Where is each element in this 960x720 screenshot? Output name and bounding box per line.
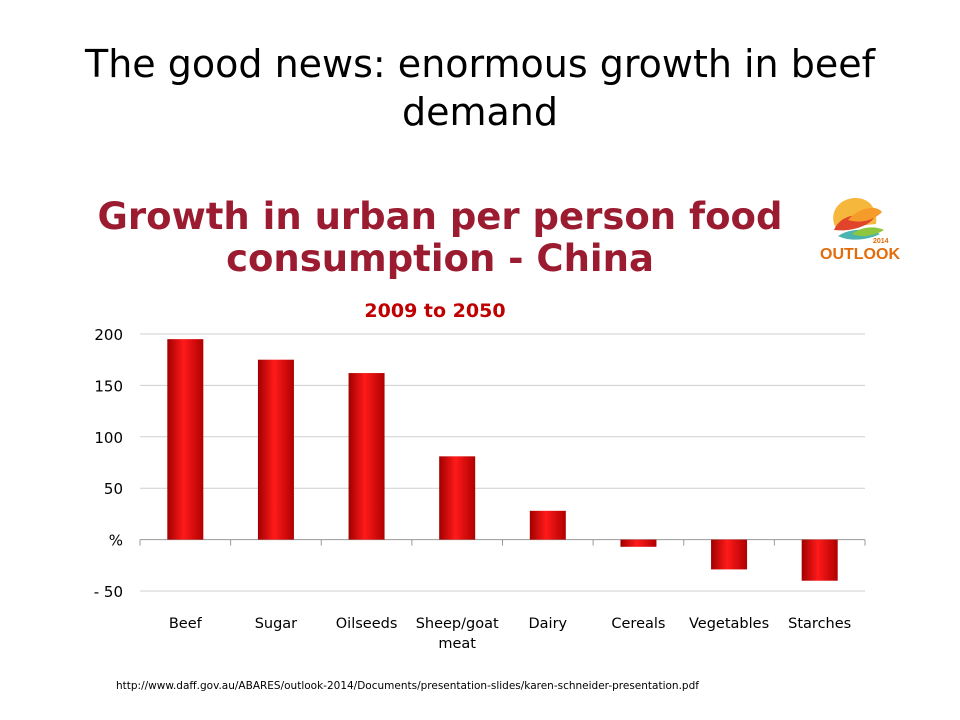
x-category-label: Sheep/goat meat <box>416 616 499 652</box>
chart-title: Growth in urban per person food consumpt… <box>97 195 783 280</box>
bar-cereals <box>620 539 657 547</box>
bar-oilseeds <box>348 373 385 540</box>
slide-title: The good news: enormous growth in beef d… <box>85 42 875 134</box>
y-tick-label: % <box>109 532 123 550</box>
x-category-label: Cereals <box>611 616 665 632</box>
bar-vegetables <box>711 539 748 570</box>
outlook-logo <box>818 190 898 270</box>
x-category-label: Sugar <box>255 616 297 632</box>
x-category-label: Vegetables <box>689 616 769 632</box>
bar-sheep-goat-meat <box>439 456 476 540</box>
logo-wordmark: OUTLOOK <box>820 246 900 263</box>
chart-subtitle: 2009 to 2050 <box>364 300 506 322</box>
y-tick-label: 150 <box>94 377 123 395</box>
bar-dairy <box>529 510 566 540</box>
bar-beef <box>167 339 204 540</box>
y-tick-label: - 50 <box>94 583 123 601</box>
y-tick-label: 100 <box>94 429 123 447</box>
outlook-sun-icon <box>833 198 884 240</box>
logo-year: 2014 <box>873 238 889 245</box>
x-category-label: Beef <box>169 616 203 632</box>
x-category-label: Dairy <box>529 616 568 632</box>
x-category-label: Starches <box>788 616 851 632</box>
y-tick-label: 50 <box>104 480 123 498</box>
source-url: http://www.daff.gov.au/ABARES/outlook-20… <box>116 680 699 692</box>
x-category-label: Oilseeds <box>336 616 398 632</box>
bar-starches <box>801 539 838 581</box>
bar-sugar <box>257 359 294 540</box>
y-tick-label: 200 <box>94 326 123 344</box>
